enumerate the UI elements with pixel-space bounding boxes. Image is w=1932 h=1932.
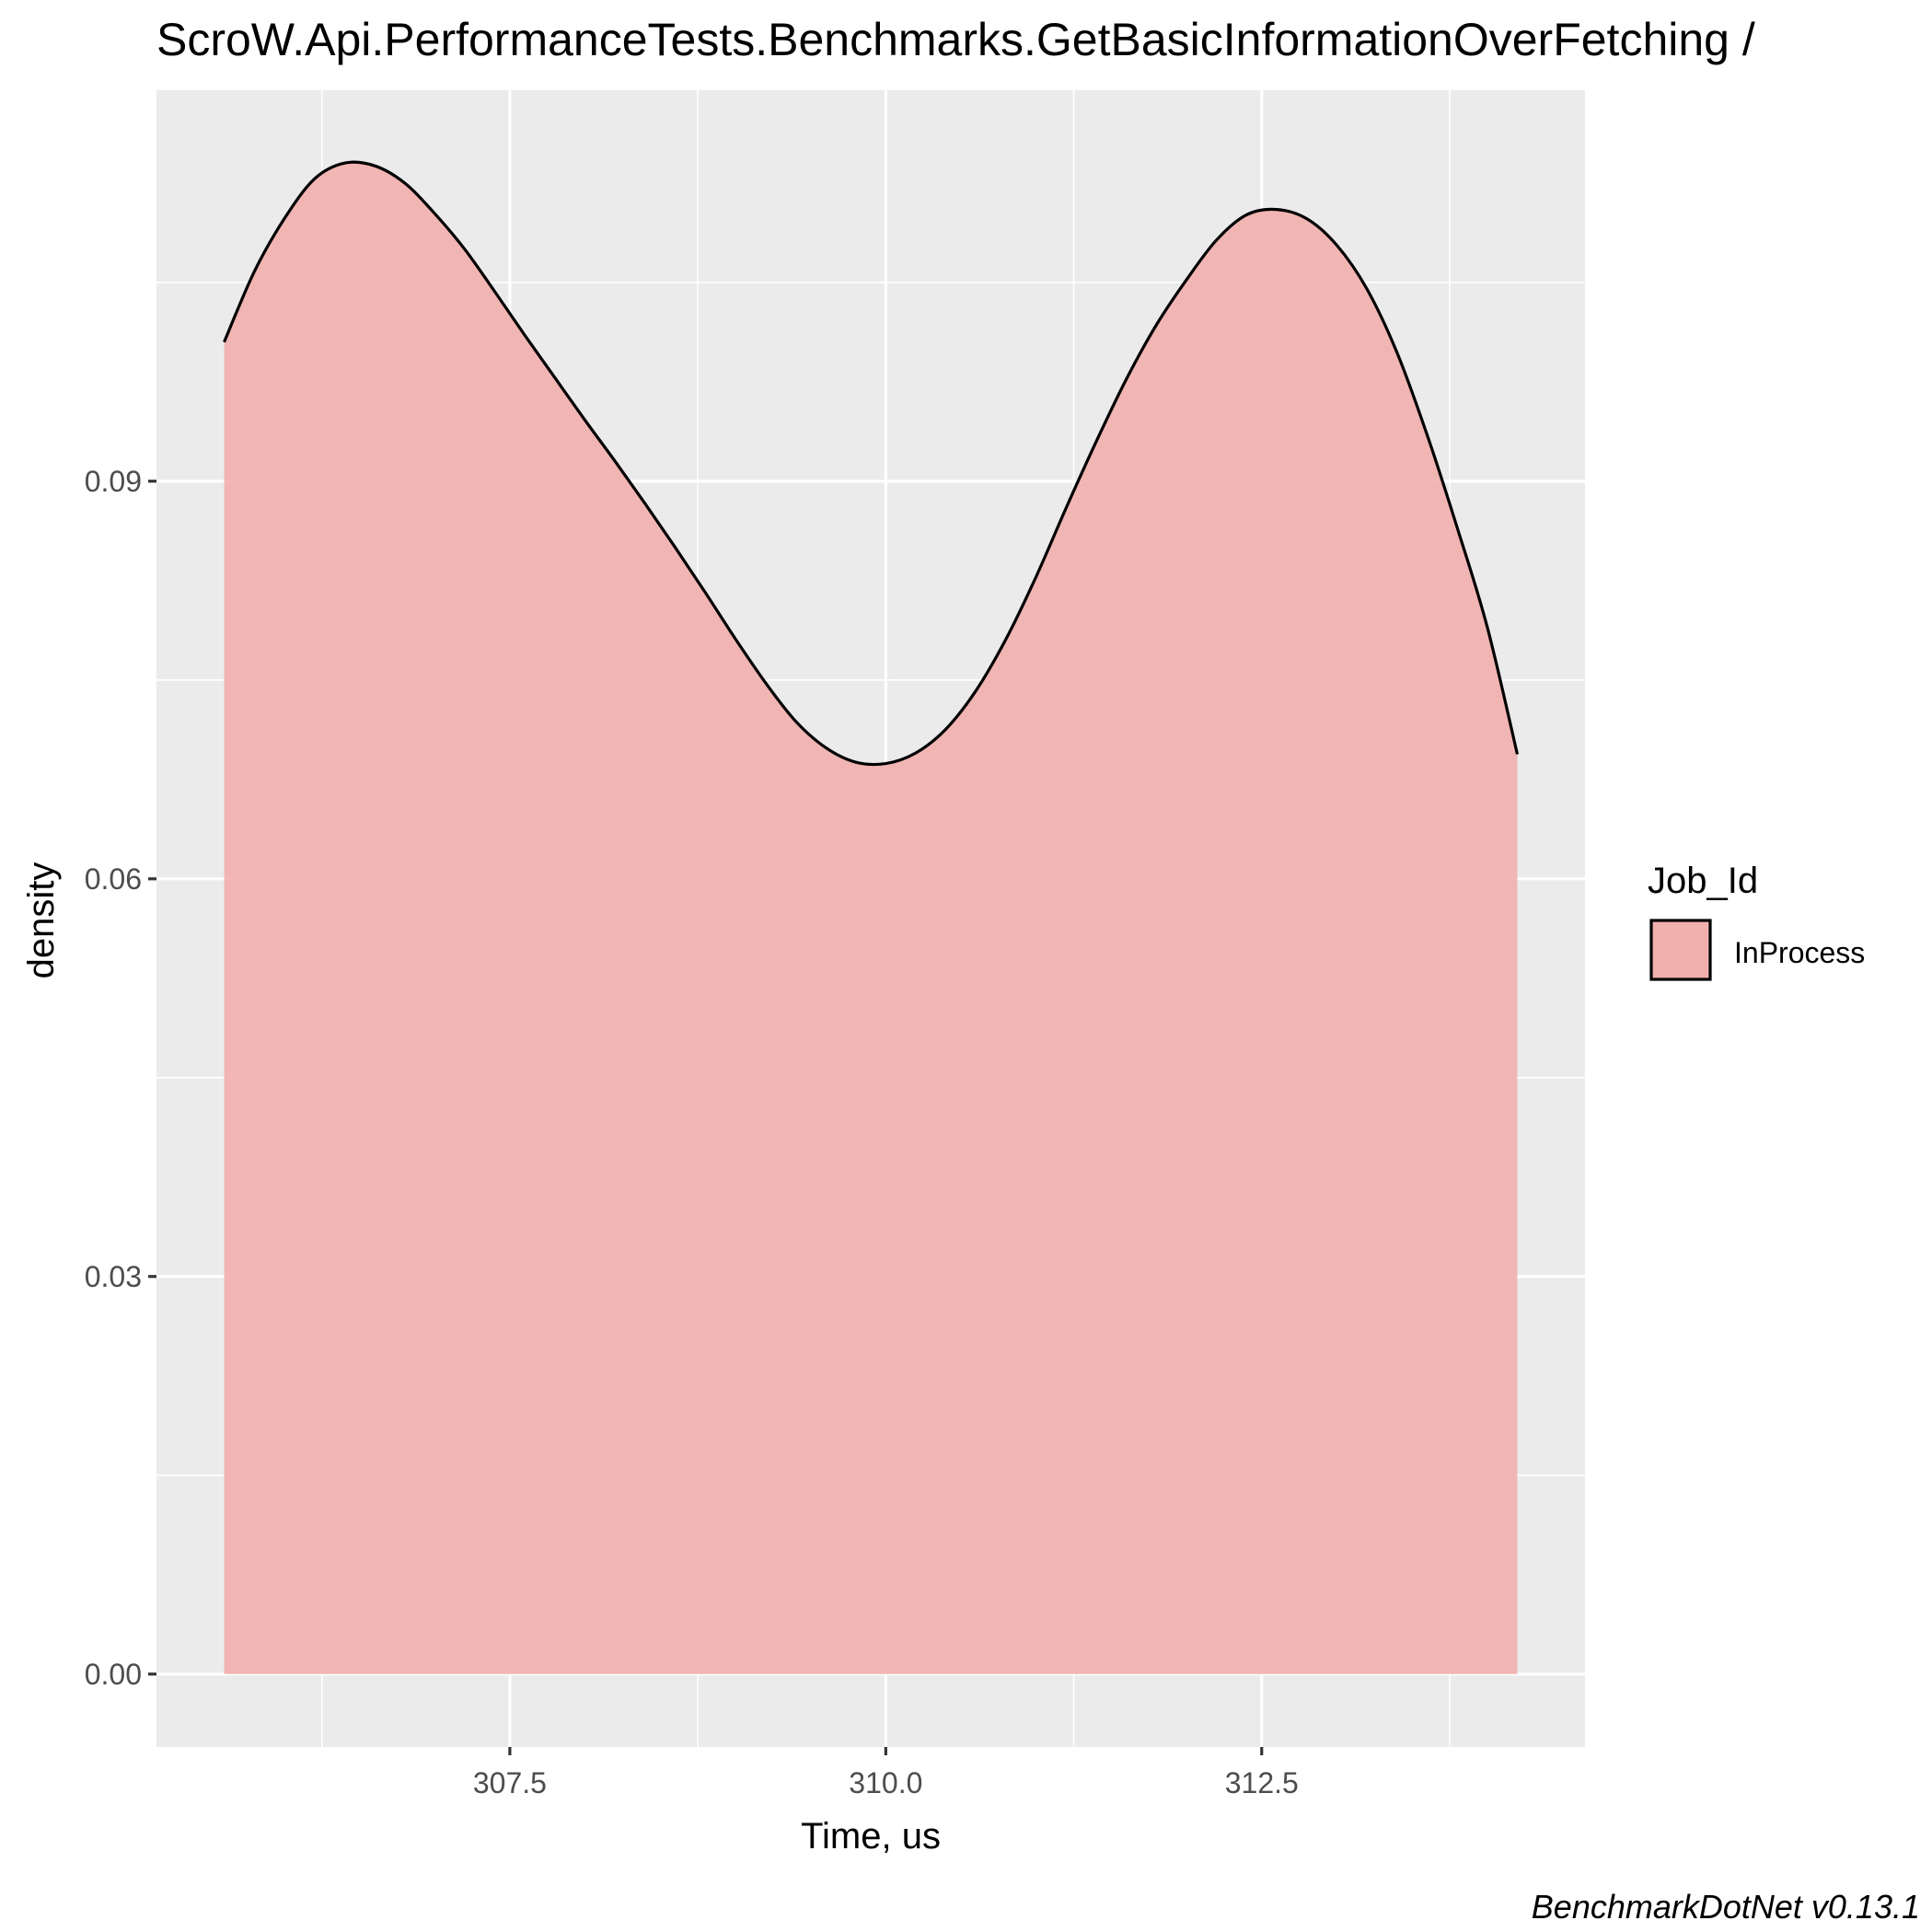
y-axis-ticks: 0.00 0.03 0.06 0.09 — [85, 465, 156, 1691]
x-axis-ticks: 307.5 310.0 312.5 — [473, 1747, 1299, 1799]
legend: Job_Id InProcess — [1648, 861, 1865, 981]
y-tick-label: 0.09 — [85, 465, 142, 498]
x-axis-title: Time, us — [801, 1816, 941, 1857]
x-tick-label: 310.0 — [849, 1766, 922, 1799]
legend-key-inprocess — [1649, 919, 1712, 981]
y-tick-label: 0.03 — [85, 1260, 142, 1293]
x-tick-label: 307.5 — [473, 1766, 547, 1799]
chart-caption: BenchmarkDotNet v0.13.1 — [1532, 1888, 1920, 1926]
chart-title: ScroW.Api.PerformanceTests.Benchmarks.Ge… — [156, 14, 1755, 65]
y-tick-label: 0.06 — [85, 862, 142, 896]
y-axis-title: density — [21, 862, 62, 979]
x-tick-label: 312.5 — [1225, 1766, 1299, 1799]
legend-label-inprocess: InProcess — [1734, 936, 1865, 969]
legend-title: Job_Id — [1648, 861, 1758, 901]
density-area — [224, 162, 1518, 1674]
y-tick-label: 0.00 — [85, 1658, 142, 1691]
density-line — [223, 160, 1520, 767]
